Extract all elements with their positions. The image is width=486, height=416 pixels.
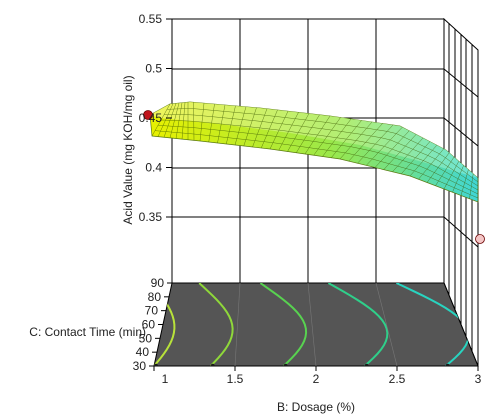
x-tick-label: 1.5	[227, 372, 244, 386]
y-tick-label: 30	[133, 359, 147, 373]
x-axis-title: B: Dosage (%)	[277, 400, 355, 414]
contour-line	[259, 283, 308, 366]
contour-label-dot	[154, 363, 159, 366]
surface-mesh-row	[154, 130, 479, 199]
surface-mesh-row	[166, 108, 479, 183]
contour-line	[198, 283, 234, 366]
y-tick-label: 90	[151, 276, 165, 290]
surface-mesh-row	[160, 119, 479, 191]
contour-label-dot	[445, 363, 450, 366]
contour-line	[327, 283, 389, 366]
x-axis-ticks: 1 1.5 2 2.5 3	[153, 366, 482, 386]
z-axis-title: Acid Value (mg KOH/mg oil)	[121, 75, 135, 224]
contour-label-dot	[283, 363, 288, 366]
z-tick-label: 0.4	[145, 161, 162, 175]
y-axis-title: C: Contact Time (min)	[29, 325, 146, 339]
x-tick-label: 2	[313, 372, 320, 386]
design-point	[475, 234, 485, 244]
floor-grid-line	[375, 283, 398, 366]
contour-floor	[153, 282, 479, 367]
y-tick-label: 80	[148, 290, 162, 304]
z-tick-label: 0.45	[139, 111, 163, 125]
floor-plane	[153, 282, 479, 367]
y-tick-label: 50	[139, 331, 153, 345]
z-axis-ticks: 0.55 0.5 0.45 0.4 0.35	[139, 12, 172, 224]
y-tick-label: 70	[145, 304, 159, 318]
x-tick-label: 1	[162, 372, 169, 386]
contour-label-dot	[210, 363, 215, 366]
z-tick-label: 0.5	[145, 62, 162, 76]
y-tick-label: 60	[142, 318, 156, 332]
surface-mesh-row	[157, 125, 479, 195]
response-surface	[149, 101, 479, 203]
z-tick-label: 0.35	[139, 210, 163, 224]
surface-mesh-row	[163, 114, 479, 187]
design-point	[143, 110, 153, 120]
y-tick-label: 40	[136, 345, 150, 359]
z-tick-label: 0.55	[139, 12, 163, 26]
x-tick-label: 2.5	[389, 372, 406, 386]
contour-label-dot	[364, 363, 369, 366]
design-points	[143, 110, 485, 244]
floor-grid-line	[307, 283, 317, 366]
x-tick-label: 3	[475, 372, 482, 386]
floor-grid-line	[234, 283, 241, 366]
